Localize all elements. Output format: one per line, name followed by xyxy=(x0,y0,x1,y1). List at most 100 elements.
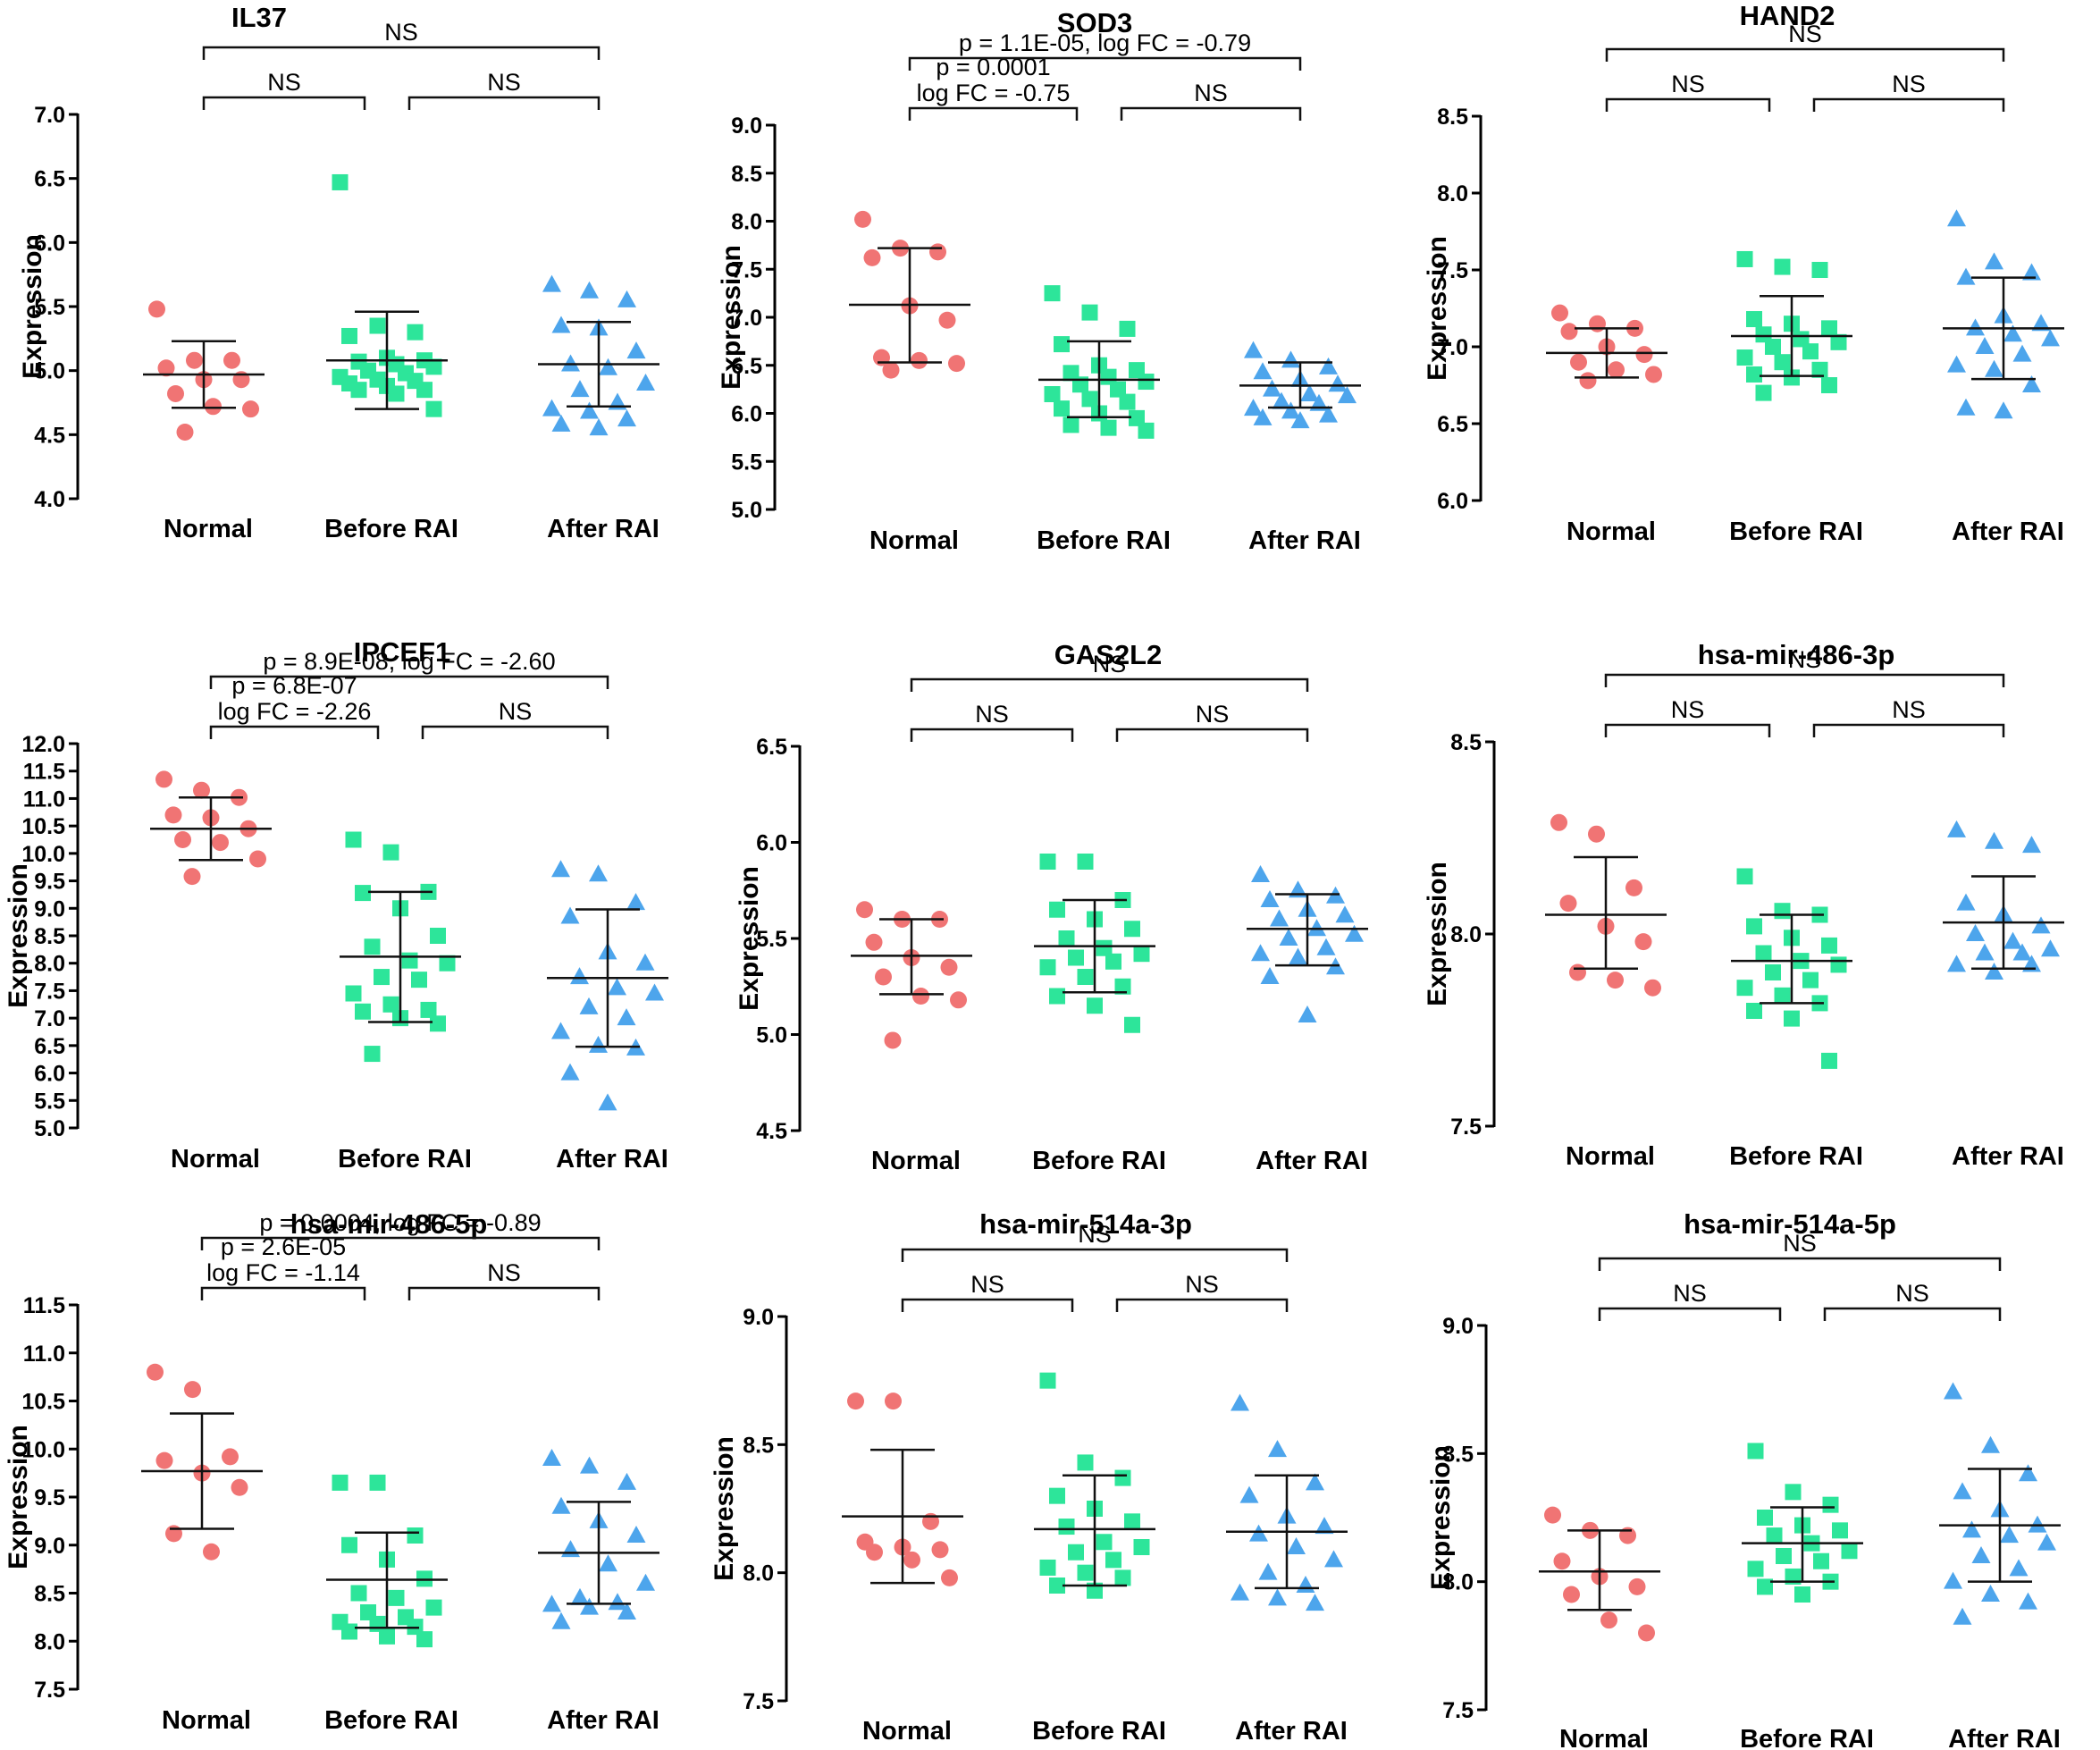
y-tick-label: 9.0 xyxy=(34,1534,65,1559)
data-point xyxy=(1287,1537,1306,1554)
data-point xyxy=(608,1593,627,1611)
data-point xyxy=(1114,1469,1131,1486)
data-point xyxy=(1319,357,1338,374)
data-point xyxy=(950,991,967,1009)
y-tick-label: 5.0 xyxy=(34,359,65,384)
y-tick-label: 7.0 xyxy=(34,1006,65,1031)
x-category-label: Normal xyxy=(862,1717,952,1746)
y-tick-label: 8.5 xyxy=(1437,105,1468,130)
panel-title: hsa-mir-514a-3p xyxy=(979,1208,1192,1240)
bracket-line xyxy=(1812,97,2005,112)
data-point xyxy=(1638,1624,1655,1642)
data-point xyxy=(1784,1010,1800,1027)
data-point xyxy=(425,1599,442,1616)
bracket-line xyxy=(209,725,380,739)
data-point xyxy=(1244,399,1263,416)
data-point xyxy=(1947,820,1966,837)
y-tick-label: 11.0 xyxy=(23,787,65,812)
data-point xyxy=(2003,931,2022,949)
data-point xyxy=(1746,1003,1762,1019)
data-point xyxy=(1133,946,1150,963)
data-point xyxy=(617,1472,636,1490)
data-point xyxy=(1260,890,1280,907)
data-point xyxy=(164,806,182,824)
data-point xyxy=(636,1573,655,1591)
data-point xyxy=(155,1451,173,1469)
y-tick-label: 5.5 xyxy=(756,927,787,952)
significance-bracket: NS xyxy=(901,1221,1289,1262)
series-after-rai xyxy=(1943,209,2064,419)
data-point xyxy=(598,1093,617,1111)
series-normal xyxy=(143,300,265,441)
significance-bracket: NS xyxy=(1604,696,1771,737)
series-before-rai xyxy=(1034,1372,1155,1599)
data-point xyxy=(1832,1522,1848,1539)
data-point xyxy=(2028,1515,2047,1533)
data-point xyxy=(1956,398,1976,416)
bracket-label: p = 6.8E-07 log FC = -2.26 xyxy=(218,672,372,725)
data-point xyxy=(2022,836,2041,854)
data-point xyxy=(1124,1016,1140,1033)
data-point xyxy=(1985,831,2003,849)
data-point xyxy=(645,983,664,1001)
data-point xyxy=(929,243,946,261)
data-point xyxy=(580,401,599,419)
y-tick-label: 10.0 xyxy=(21,1437,65,1462)
significance-bracket: NS xyxy=(202,69,366,110)
data-point xyxy=(155,770,172,788)
data-point xyxy=(570,380,590,398)
series-normal xyxy=(141,1363,263,1561)
data-point xyxy=(364,938,381,955)
data-point xyxy=(1087,997,1103,1014)
data-point xyxy=(1944,1382,1962,1400)
data-point xyxy=(1244,341,1263,358)
data-point xyxy=(1757,1578,1773,1595)
y-tick-label: 10.5 xyxy=(21,814,65,839)
panel-title: SOD3 xyxy=(1057,7,1132,38)
panel-hsa-mir-486-5p: hsa-mir-486-5p 7.5 8.0 8.5 9.0 9.5 10.0 10.5 11.… xyxy=(4,1208,659,1735)
data-point xyxy=(1765,964,1781,980)
data-point xyxy=(635,953,655,971)
data-point xyxy=(1841,1543,1858,1560)
data-point xyxy=(570,967,589,985)
data-point xyxy=(1608,361,1625,379)
data-point xyxy=(542,1449,561,1466)
data-point xyxy=(341,1536,357,1553)
data-point xyxy=(345,985,362,1002)
panel-il37: IL37 4.0 4.5 5.0 5.5 6.0 6.5 7.0 Expression Norma… xyxy=(18,2,659,543)
data-point xyxy=(165,1525,182,1543)
data-point xyxy=(599,1554,617,1572)
y-axis-label: Expression xyxy=(1423,236,1452,381)
panel-title: IL37 xyxy=(231,2,287,33)
y-tick-label: 7.0 xyxy=(731,306,762,331)
bracket-line xyxy=(1812,723,2005,737)
data-point xyxy=(332,1474,349,1491)
data-point xyxy=(1253,362,1273,380)
data-point xyxy=(551,1022,570,1039)
y-tick-label: 6.0 xyxy=(34,231,65,256)
data-point xyxy=(1263,379,1281,397)
x-category-label: Before RAI xyxy=(1729,1142,1863,1171)
data-point xyxy=(2037,1533,2056,1551)
data-point xyxy=(1971,1546,1991,1563)
y-tick-label: 8.0 xyxy=(743,1561,774,1586)
data-point xyxy=(1114,978,1131,995)
data-point xyxy=(2041,939,2060,957)
x-category-label: Before RAI xyxy=(324,515,458,543)
y-tick-label: 7.5 xyxy=(1450,1115,1482,1140)
data-point xyxy=(1054,400,1070,417)
data-point xyxy=(1281,401,1300,419)
panel-hsa-mir-486-3p: hsa-mir-486-3p 7.5 8.0 8.5 Expression Normal B… xyxy=(1423,639,2064,1171)
data-point xyxy=(940,958,958,976)
data-point xyxy=(355,1003,371,1020)
significance-bracket: NS xyxy=(1605,71,1771,112)
data-point xyxy=(1821,937,1837,954)
significance-bracket: NS xyxy=(1812,71,2005,112)
data-point xyxy=(570,1587,590,1605)
y-tick-label: 9.0 xyxy=(743,1305,774,1330)
data-point xyxy=(1039,1559,1056,1576)
series-after-rai xyxy=(1943,820,2064,980)
significance-bracket: NS xyxy=(1598,1280,1782,1321)
bracket-line xyxy=(407,96,601,110)
data-point xyxy=(2009,1559,2029,1577)
